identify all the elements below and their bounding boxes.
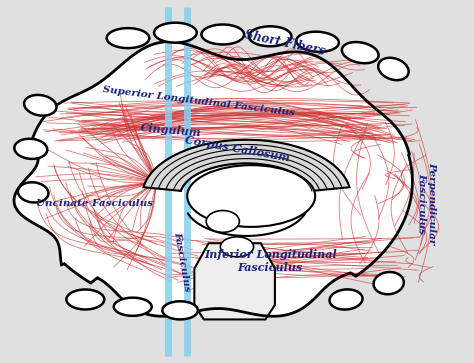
Ellipse shape (14, 139, 47, 159)
Ellipse shape (107, 28, 149, 48)
Text: Inferior Longitudinal
Fasciculus: Inferior Longitudinal Fasciculus (204, 249, 337, 273)
Ellipse shape (154, 23, 197, 43)
Text: Short Fibers: Short Fibers (243, 29, 326, 58)
Ellipse shape (296, 32, 339, 52)
Ellipse shape (24, 95, 56, 115)
Ellipse shape (378, 58, 409, 80)
Text: Uncinate Fasciculus: Uncinate Fasciculus (36, 199, 154, 208)
Text: Perpendicular
Fasciculus: Perpendicular Fasciculus (417, 162, 436, 244)
Ellipse shape (162, 301, 198, 319)
Ellipse shape (206, 211, 239, 232)
Polygon shape (144, 140, 349, 191)
Ellipse shape (18, 182, 48, 203)
Text: Cingulum: Cingulum (140, 123, 201, 139)
Ellipse shape (342, 42, 379, 63)
Text: Superior Longitudinal Fasciculus: Superior Longitudinal Fasciculus (102, 85, 296, 118)
Polygon shape (194, 243, 275, 319)
Ellipse shape (374, 272, 404, 294)
Ellipse shape (220, 237, 254, 257)
Ellipse shape (114, 298, 152, 316)
Text: Corpus Callosum: Corpus Callosum (184, 134, 290, 163)
Ellipse shape (66, 290, 104, 309)
Text: Fasciculus: Fasciculus (173, 231, 192, 292)
Ellipse shape (329, 289, 363, 310)
Polygon shape (14, 42, 412, 316)
Ellipse shape (249, 26, 292, 46)
Ellipse shape (187, 165, 315, 227)
Ellipse shape (201, 25, 244, 45)
